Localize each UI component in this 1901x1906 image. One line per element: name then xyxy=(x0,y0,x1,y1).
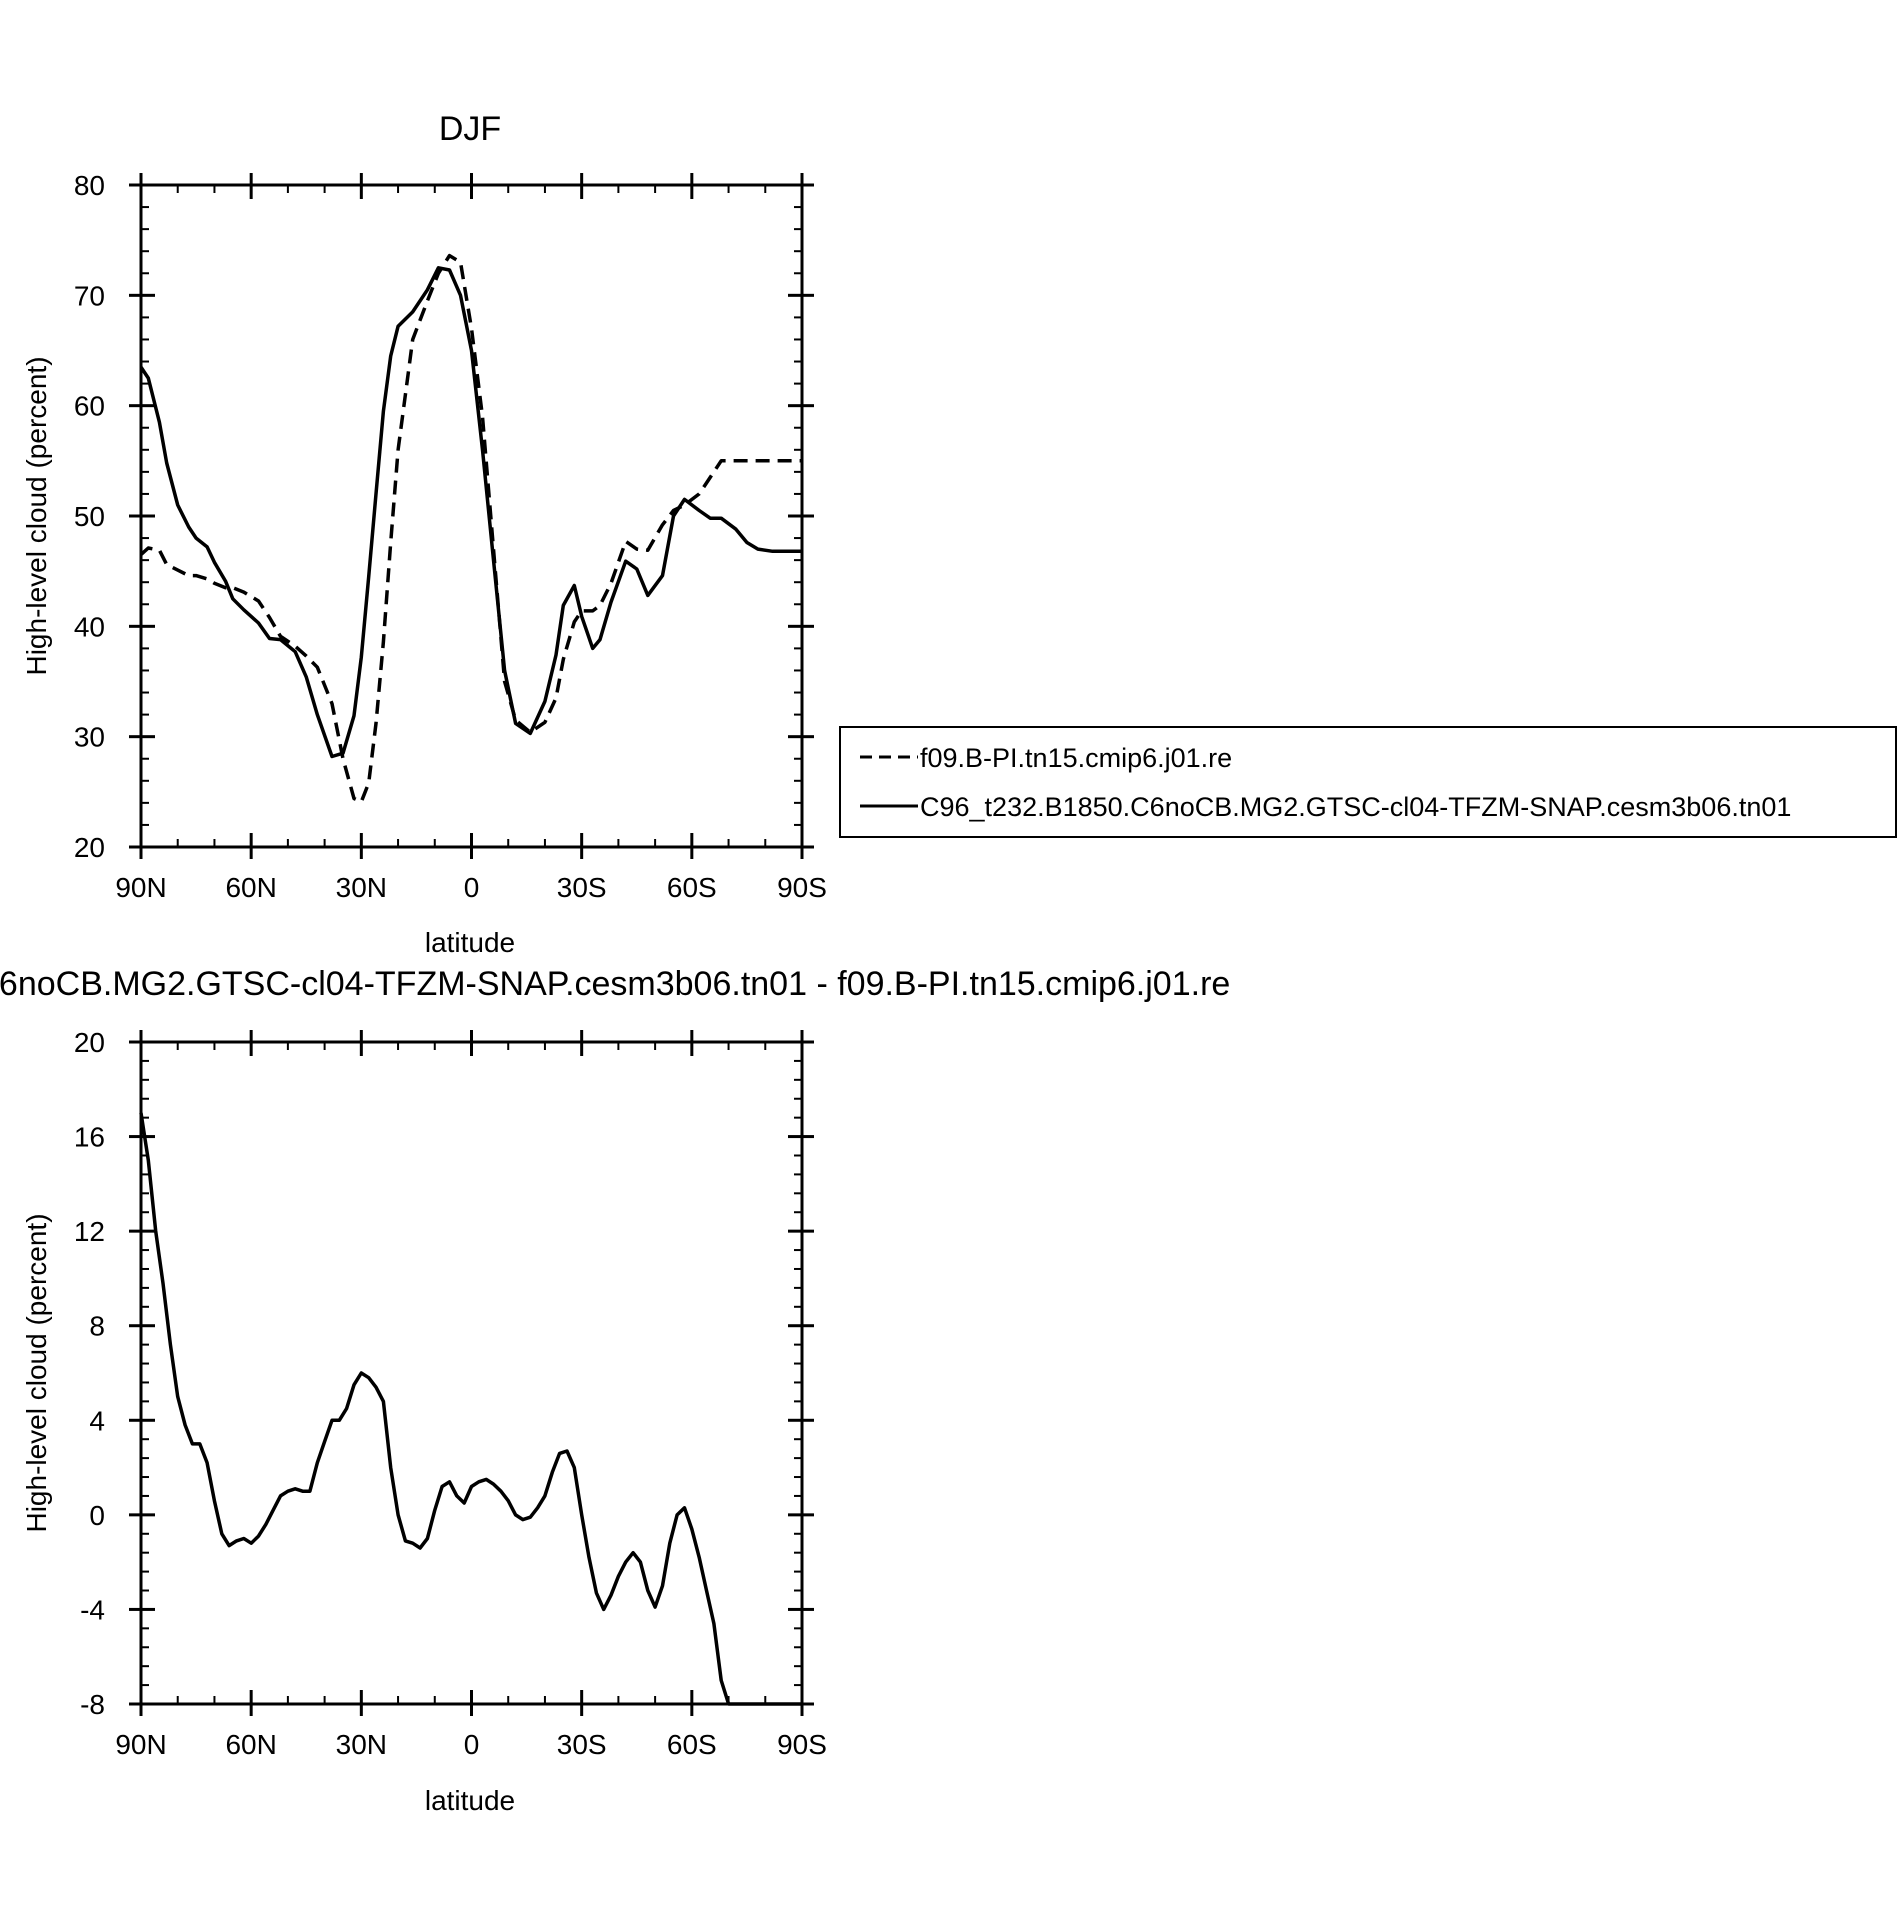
x-tick-label: 90S xyxy=(777,1729,827,1760)
x-tick-label: 90N xyxy=(115,872,166,903)
y-tick-label: 20 xyxy=(74,832,105,863)
y-tick-label: 40 xyxy=(74,611,105,642)
series-group xyxy=(139,1112,802,1706)
x-tick-label: 30N xyxy=(336,1729,387,1760)
x-tick-label: 60N xyxy=(225,872,276,903)
legend-label-1: f09.B-PI.tn15.cmip6.j01.re xyxy=(920,743,1232,773)
y-tick-label: 16 xyxy=(74,1122,105,1153)
x-tick-label: 30S xyxy=(557,872,607,903)
y-tick-labels: 20 16 12 8 4 0 -4 -8 xyxy=(74,1027,105,1720)
plot-frame xyxy=(139,1040,804,1706)
x-axis-label: latitude xyxy=(425,1785,515,1816)
y-tick-label: -8 xyxy=(80,1689,105,1720)
x-tick-label: 30S xyxy=(557,1729,607,1760)
x-tick-labels: 90N 60N 30N 0 30S 60S 90S xyxy=(115,872,827,903)
x-tick-label: 90S xyxy=(777,872,827,903)
y-tick-label: 30 xyxy=(74,722,105,753)
x-tick-label: 60S xyxy=(667,872,717,903)
chart-title: DJF xyxy=(439,110,501,148)
series-group xyxy=(139,253,802,804)
legend-box xyxy=(839,726,1897,838)
y-tick-label: 60 xyxy=(74,391,105,422)
series-line-dashed xyxy=(139,253,802,804)
difference-line-chart: C96_t232.B1850.C6noCB.MG2.GTSC-cl04-TFZM… xyxy=(0,965,1230,1816)
y-tick-labels: 80 70 60 50 40 30 20 xyxy=(74,170,105,863)
legend: f09.B-PI.tn15.cmip6.j01.re C96_t232.B185… xyxy=(839,726,1897,838)
ticks xyxy=(129,173,814,859)
y-tick-label: 70 xyxy=(74,280,105,311)
chart-title: C96_t232.B1850.C6noCB.MG2.GTSC-cl04-TFZM… xyxy=(0,965,1230,1003)
y-tick-label: 80 xyxy=(74,170,105,201)
y-tick-label: 12 xyxy=(74,1216,105,1247)
y-tick-label: 0 xyxy=(89,1500,105,1531)
series-line-solid xyxy=(139,1112,802,1706)
y-axis-label: High-level cloud (percent) xyxy=(21,1213,52,1532)
x-tick-label: 30N xyxy=(336,872,387,903)
x-tick-labels: 90N 60N 30N 0 30S 60S 90S xyxy=(115,1729,827,1760)
plot-frame xyxy=(139,183,804,849)
x-axis-label: latitude xyxy=(425,927,515,958)
series-line-solid xyxy=(139,266,802,759)
x-tick-label: 60N xyxy=(225,1729,276,1760)
y-tick-label: 8 xyxy=(89,1311,105,1342)
x-tick-label: 60S xyxy=(667,1729,717,1760)
y-tick-label: 20 xyxy=(74,1027,105,1058)
djf-line-chart: DJF 90N 60N 30N 0 30S 60S 90S 80 70 60 50 40 30 20 l… xyxy=(21,110,827,958)
x-tick-label: 90N xyxy=(115,1729,166,1760)
x-tick-label: 0 xyxy=(464,1729,480,1760)
y-tick-label: -4 xyxy=(80,1594,105,1625)
y-axis-label: High-level cloud (percent) xyxy=(21,356,52,675)
ticks xyxy=(129,1030,814,1716)
x-tick-label: 0 xyxy=(464,872,480,903)
y-tick-label: 4 xyxy=(89,1405,105,1436)
y-tick-label: 50 xyxy=(74,501,105,532)
legend-label-2: C96_t232.B1850.C6noCB.MG2.GTSC-cl04-TFZM… xyxy=(920,792,1791,822)
